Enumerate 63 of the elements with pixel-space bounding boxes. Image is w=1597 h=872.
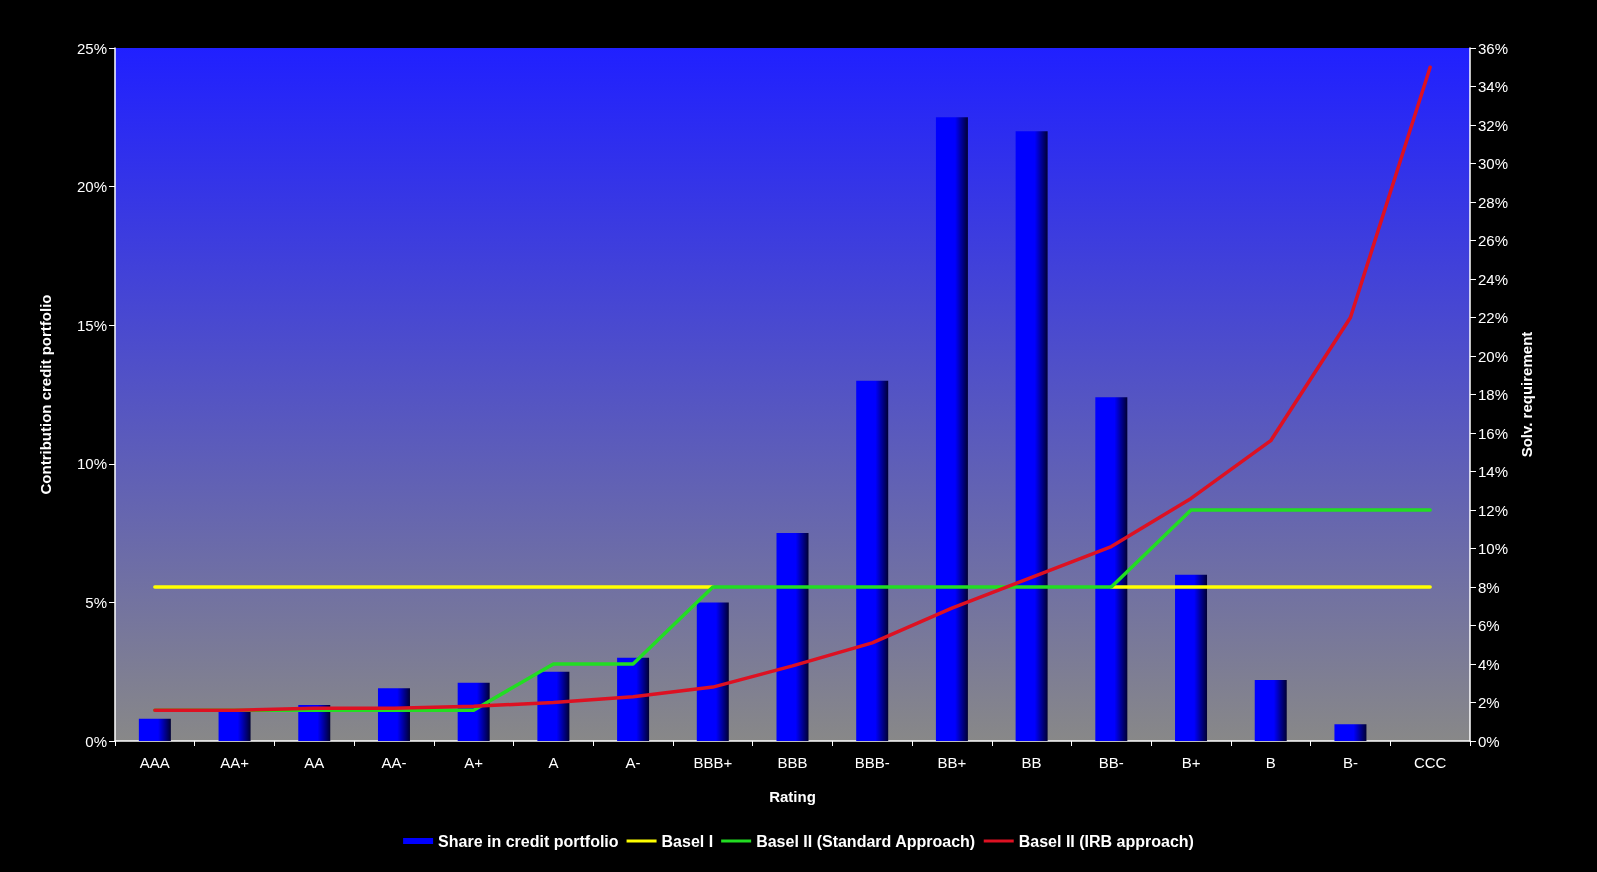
bar	[935, 117, 968, 741]
y2-tick-label: 30%	[1478, 155, 1509, 172]
legend-label: Basel I	[661, 832, 714, 850]
bar	[218, 710, 251, 741]
bar	[1095, 397, 1128, 741]
y2-tick-label: 14%	[1478, 463, 1509, 480]
x-tick-label: AA-	[381, 754, 407, 771]
bar	[138, 718, 171, 741]
y2-tick-label: 26%	[1478, 232, 1509, 249]
y-axis-title: Contribution credit portfolio	[37, 294, 54, 495]
y2-tick-label: 4%	[1478, 655, 1500, 673]
y2-tick-label: 10%	[1478, 540, 1509, 557]
x-tick-label: BB	[1021, 754, 1042, 771]
y2-tick-label: 2%	[1478, 694, 1500, 711]
y2-tick-label: 18%	[1478, 386, 1509, 403]
bar	[856, 380, 889, 741]
bar	[617, 657, 650, 741]
y2-tick-label: 28%	[1478, 193, 1509, 211]
bar	[776, 533, 809, 741]
x-tick-label: CCC	[1413, 754, 1447, 771]
line-series	[153, 65, 1432, 712]
x-tick-label: A	[548, 754, 559, 771]
x-tick-label: BBB+	[693, 754, 733, 771]
y2-tick-label: 34%	[1478, 78, 1509, 95]
x-tick-label: A+	[464, 754, 484, 771]
legend-label: Basel II (Standard Approach)	[756, 832, 976, 850]
bar	[1175, 574, 1208, 741]
y2-tick-label: 12%	[1478, 501, 1509, 519]
y-tick-label: 20%	[76, 178, 107, 196]
x-tick-label: B-	[1342, 754, 1358, 771]
x-tick-label: BB+	[937, 754, 967, 771]
bar	[1334, 724, 1367, 741]
legend-label: Basel II (IRB approach)	[1018, 832, 1194, 850]
y2-tick-label: 8%	[1478, 578, 1500, 596]
y-tick-label: 10%	[76, 455, 107, 473]
legend-label: Share in credit portfolio	[438, 832, 619, 850]
y2-tick-label: 0%	[1478, 732, 1500, 750]
x-tick-label: BBB	[777, 754, 808, 771]
x-tick-label: BBB-	[854, 754, 890, 771]
x-tick-label: AA+	[220, 754, 250, 771]
y2-axis-title: Solv. requirement	[1517, 331, 1535, 458]
y2-tick-label: 6%	[1478, 617, 1500, 634]
bar	[1015, 131, 1048, 741]
y-tick-label: 5%	[85, 593, 107, 611]
y2-tick-label: 22%	[1478, 309, 1509, 326]
x-tick-label: A-	[625, 754, 641, 771]
x-tick-label: BB-	[1098, 754, 1124, 771]
x-tick-label: AAA	[139, 754, 170, 771]
x-axis-title: Rating	[769, 788, 816, 805]
y2-tick-label: 20%	[1478, 347, 1509, 365]
y-tick-label: 15%	[76, 316, 107, 334]
x-tick-label: AA	[304, 754, 325, 771]
x-tick-label: B	[1265, 754, 1276, 771]
y2-tick-label: 16%	[1478, 424, 1509, 442]
y-tick-label: 25%	[76, 39, 107, 57]
bar	[537, 671, 570, 741]
bar	[1254, 680, 1287, 741]
y2-tick-label: 24%	[1478, 270, 1509, 288]
bar	[696, 602, 729, 741]
y2-tick-label: 36%	[1478, 39, 1509, 57]
x-tick-label: B+	[1181, 754, 1201, 771]
y-tick-label: 0%	[85, 732, 107, 750]
y2-tick-label: 32%	[1478, 116, 1509, 134]
